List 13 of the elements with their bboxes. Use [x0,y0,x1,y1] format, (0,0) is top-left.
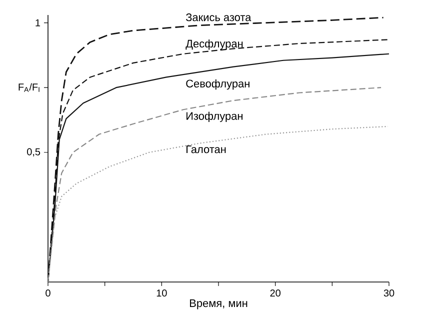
y-tick-label: 1 [36,19,40,26]
x-tick-label: 30 [384,290,394,297]
x-tick-label: 0 [46,290,50,297]
series-label: Изофлуран [186,112,242,122]
x-tick-label: 20 [270,290,280,297]
x-axis-title: Время, мин [190,299,248,310]
series-label: Севофлуран [186,79,250,90]
x-tick-label: 10 [156,290,167,297]
series-label: Закись азота [186,13,252,22]
y-tick-label: F$_{A}$/F$_{I}$ [18,83,40,92]
y-tick-label: 0,5 [27,148,40,157]
series-label: Галотан [186,146,226,154]
series-label: Десфлуран [186,39,243,50]
